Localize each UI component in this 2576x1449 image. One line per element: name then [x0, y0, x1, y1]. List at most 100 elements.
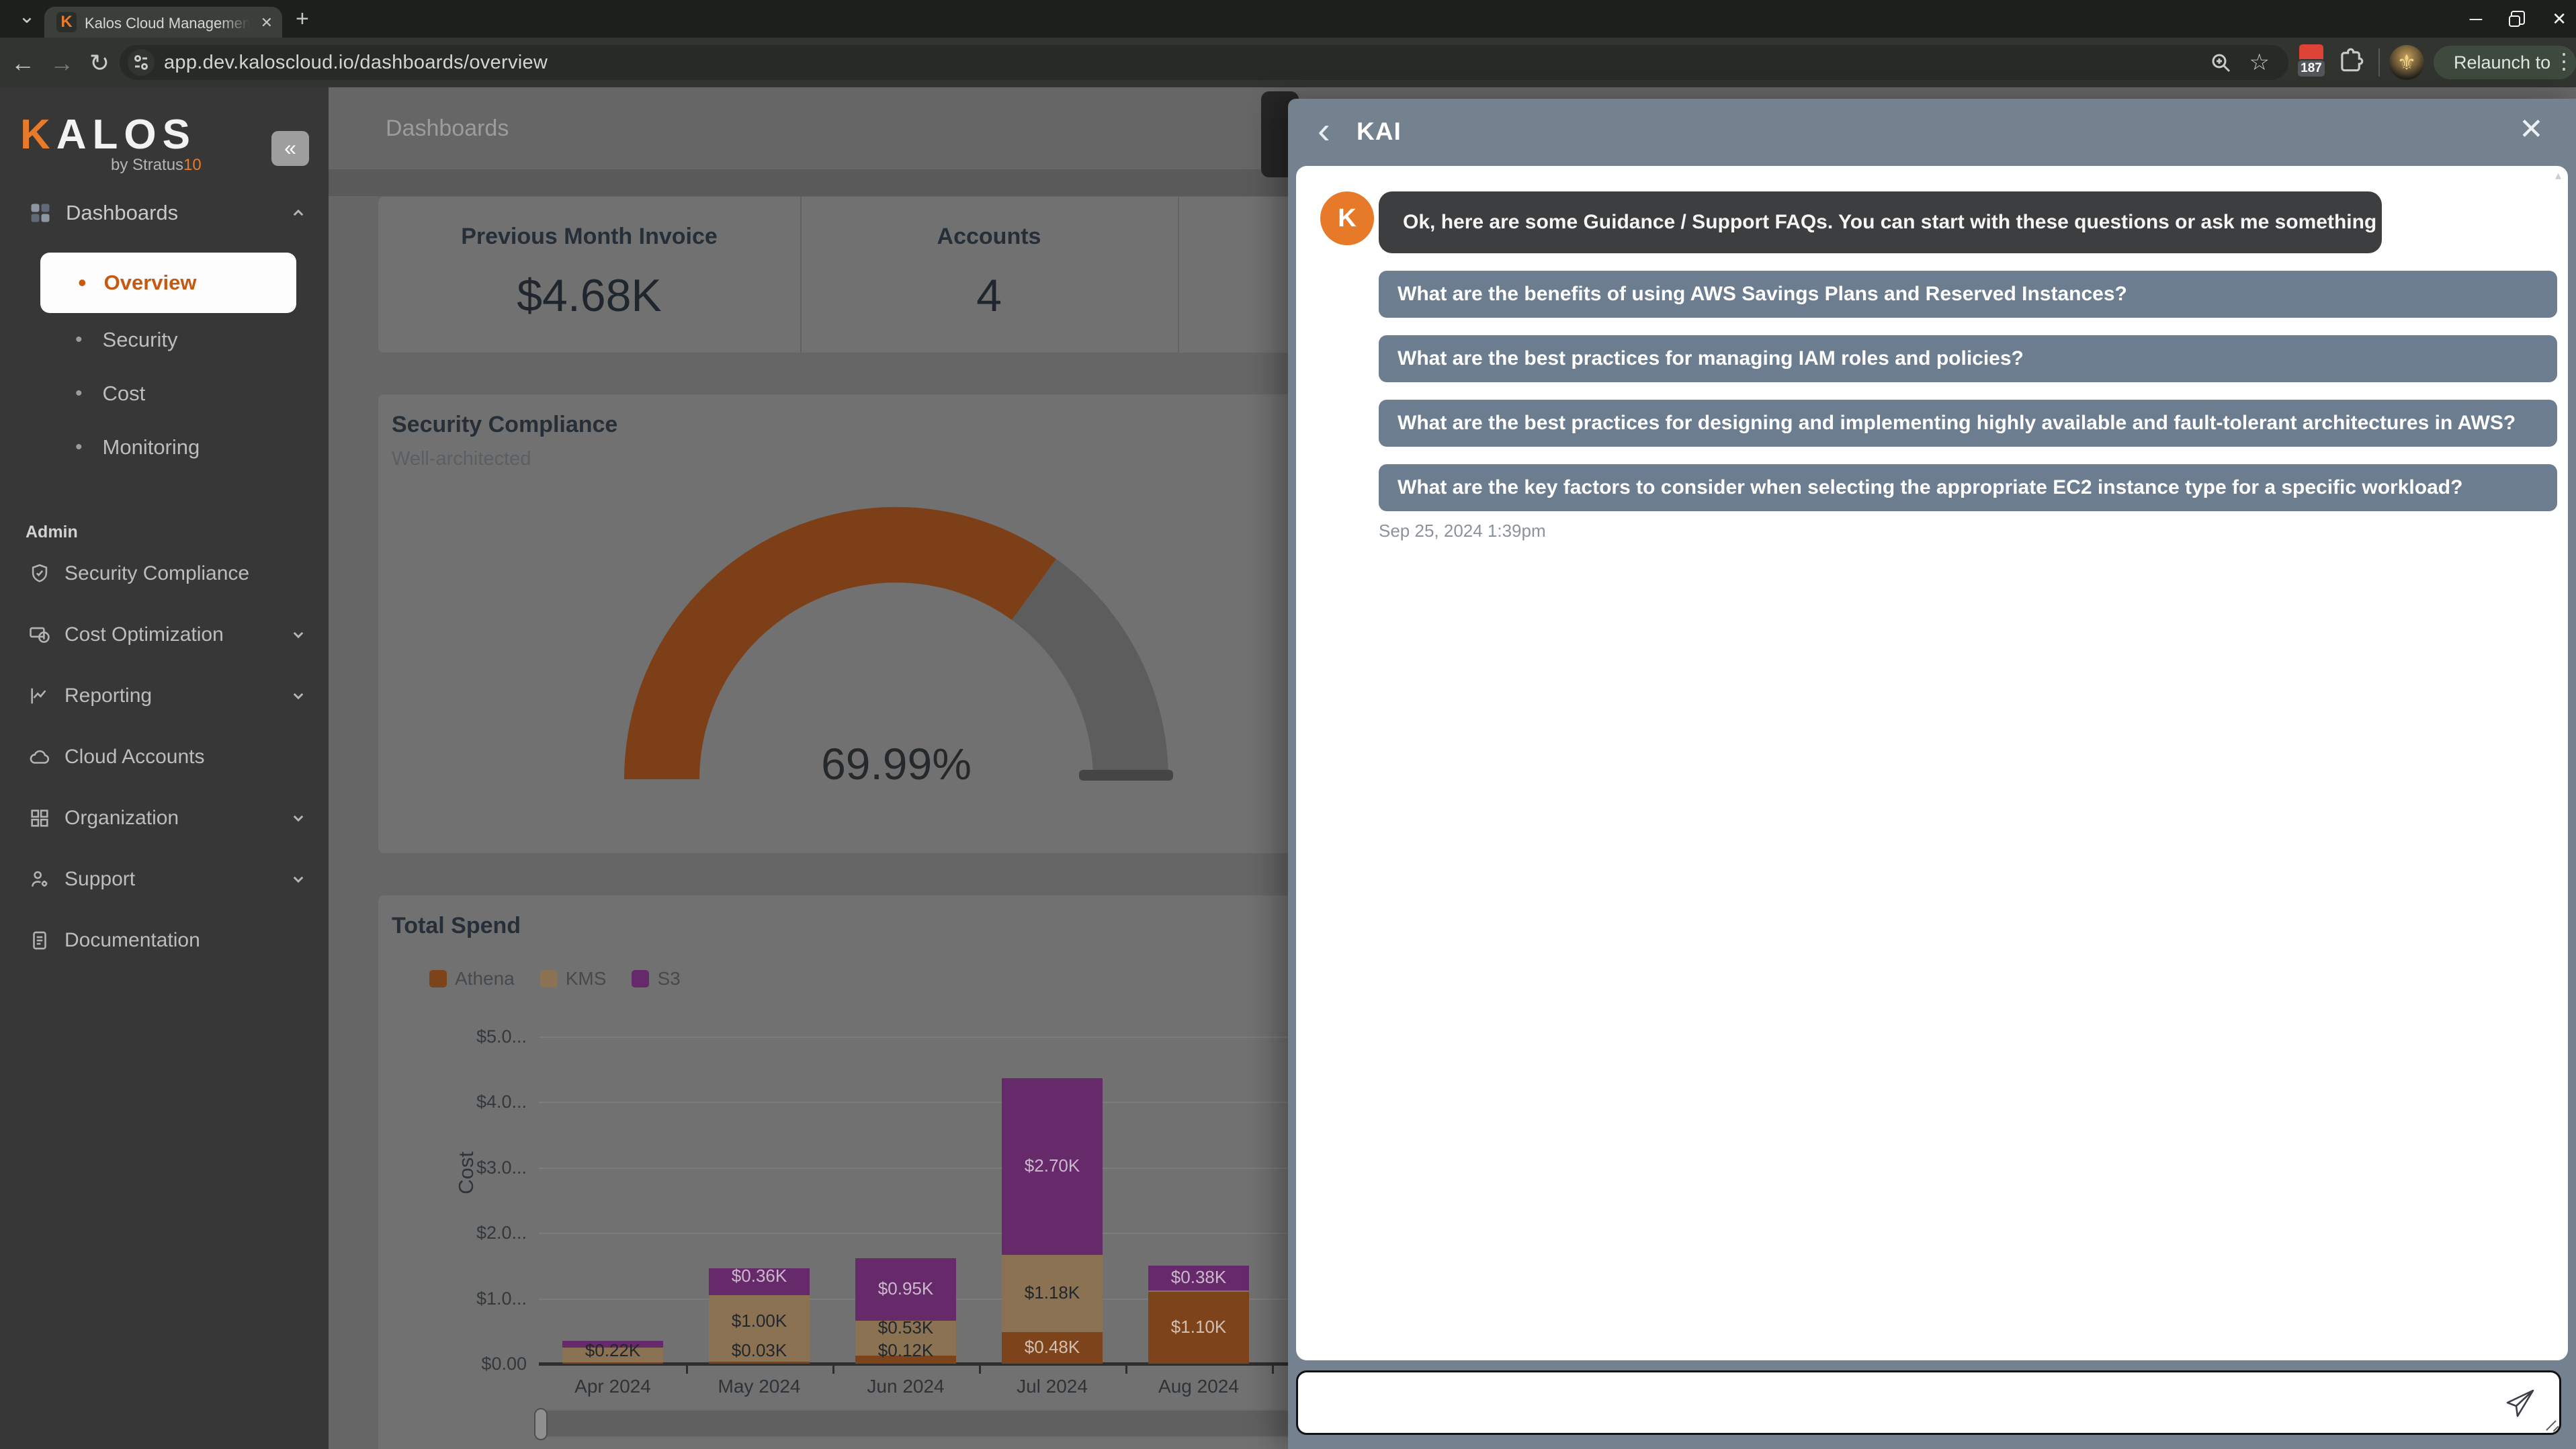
sidebar-item-security[interactable]: • Security: [0, 313, 329, 367]
drawer-back-icon[interactable]: ‹: [1318, 109, 1330, 151]
support-person-icon: [32, 871, 48, 887]
bar-may-2024[interactable]: $0.36K $1.00K $0.03K: [709, 1266, 810, 1364]
sidebar-item-label: Cost: [102, 382, 146, 405]
sidebar-item-support[interactable]: Support: [0, 848, 329, 910]
chat-input[interactable]: [1309, 1379, 2476, 1426]
bar-label: $2.70K: [1024, 1155, 1080, 1176]
bar-apr-2024[interactable]: $0.22K: [562, 1340, 663, 1364]
sidebar-item-label: Documentation: [65, 928, 200, 951]
gauge-title: Security Compliance: [392, 412, 618, 437]
sidebar-item-reporting[interactable]: Reporting: [0, 665, 329, 726]
chart-legend: Athena KMS S3: [429, 968, 681, 990]
y-tick: $0.00: [481, 1354, 527, 1374]
x-tick-label: Aug 2024: [1158, 1376, 1239, 1397]
chevron-down-icon: [293, 815, 304, 822]
chevron-down-icon: [293, 876, 304, 883]
sidebar-item-security-compliance[interactable]: Security Compliance: [0, 543, 329, 604]
scrollbar-up-icon[interactable]: ▴: [2554, 169, 2561, 182]
extensions-puzzle-icon[interactable]: [2337, 47, 2364, 74]
toolbar-divider: [2378, 48, 2380, 77]
shield-check-icon: [32, 564, 48, 582]
assistant-message-bubble: Ok, here are some Guidance / Support FAQ…: [1379, 191, 2382, 253]
reload-icon[interactable]: ↻: [89, 49, 110, 77]
extension-count-badge: 187: [2296, 59, 2326, 78]
forward-icon: →: [50, 49, 74, 77]
sidebar-item-dashboards[interactable]: Dashboards: [0, 189, 329, 236]
sidebar-item-cost[interactable]: • Cost: [0, 367, 329, 421]
back-icon[interactable]: ←: [11, 49, 35, 77]
window-close-icon[interactable]: ✕: [2552, 8, 2567, 29]
legend-swatch-s3: [632, 970, 650, 987]
legend-swatch-kms: [540, 970, 558, 987]
window-restore-icon[interactable]: [2509, 11, 2526, 27]
stat-card-title: Accounts: [937, 224, 1041, 249]
sidebar-item-label: Security: [102, 328, 178, 351]
sidebar-item-overview[interactable]: • Overview: [40, 253, 296, 313]
url-text[interactable]: app.dev.kaloscloud.io/dashboards/overvie…: [164, 52, 548, 73]
bar-label: $0.03K: [731, 1340, 787, 1360]
chart-title: Total Spend: [392, 913, 521, 938]
sidebar-collapse-button[interactable]: «: [271, 131, 309, 166]
window-controls: ─ ✕: [2470, 0, 2567, 38]
sidebar-item-cost-optimization[interactable]: Cost Optimization: [0, 604, 329, 665]
y-tick: $2.0...: [476, 1223, 527, 1243]
bullet-icon: •: [75, 436, 83, 458]
document-icon: [33, 931, 46, 949]
kai-avatar: K: [1320, 191, 1374, 245]
url-bar[interactable]: app.dev.kaloscloud.io/dashboards/overvie…: [120, 45, 2288, 80]
legend-swatch-athena: [429, 970, 447, 987]
gauge-subtitle: Well-architected: [392, 448, 531, 470]
tab-search-icon[interactable]: ⌄: [18, 5, 36, 28]
sidebar-item-cloud-accounts[interactable]: Cloud Accounts: [0, 726, 329, 787]
extension-badge-icon[interactable]: 187: [2296, 44, 2326, 81]
slider-handle[interactable]: [534, 1408, 548, 1440]
bar-label: $0.12K: [877, 1340, 934, 1360]
sidebar-item-label: Cloud Accounts: [65, 745, 205, 768]
new-tab-button[interactable]: +: [296, 6, 309, 32]
drawer-close-icon[interactable]: ✕: [2519, 113, 2544, 146]
bar-jun-2024[interactable]: $0.95K $0.53K $0.12K: [855, 1258, 956, 1364]
bullet-icon: •: [75, 382, 83, 404]
faq-button[interactable]: What are the best practices for designin…: [1379, 400, 2557, 447]
sidebar-item-monitoring[interactable]: • Monitoring: [0, 421, 329, 474]
x-tick-label: Jul 2024: [1017, 1376, 1088, 1397]
window-minimize-icon[interactable]: ─: [2469, 8, 2483, 29]
resize-handle-icon[interactable]: [2552, 1425, 2559, 1432]
faq-button[interactable]: What are the key factors to consider whe…: [1379, 464, 2557, 511]
drawer-header: ‹ KAI ✕: [1288, 99, 2576, 166]
chevron-down-icon: [293, 693, 304, 699]
faq-button[interactable]: What are the best practices for managing…: [1379, 335, 2557, 382]
cost-icon: [30, 627, 50, 643]
tab-close-icon[interactable]: ✕: [260, 14, 273, 31]
send-icon[interactable]: [2503, 1387, 2536, 1424]
kai-chat-drawer: ‹ KAI ✕ ▴ K Ok, here are some Guidance /…: [1288, 99, 2576, 1449]
dashboards-grid-icon: [31, 204, 50, 222]
bar-aug-2024[interactable]: $0.38K $1.10K: [1148, 1266, 1249, 1364]
y-tick: $4.0...: [476, 1092, 527, 1112]
bar-label: $0.22K: [585, 1340, 641, 1360]
sidebar-item-label: Monitoring: [102, 435, 200, 459]
sidebar-item-documentation[interactable]: Documentation: [0, 910, 329, 971]
bar-label: $0.53K: [877, 1317, 934, 1337]
gauge-chart: 69.99%: [624, 507, 1173, 786]
browser-menu-icon[interactable]: ⋮: [2553, 49, 2575, 73]
sidebar-item-organization[interactable]: Organization: [0, 787, 329, 848]
browser-tab[interactable]: K Kalos Cloud Management Platf ✕: [44, 7, 282, 38]
bookmark-star-icon[interactable]: ☆: [2249, 50, 2270, 75]
sidebar-section-admin: Admin: [26, 523, 78, 541]
bar-label: $1.18K: [1024, 1282, 1080, 1303]
kalos-logo: KALOS by Stratus10 «: [0, 111, 329, 181]
sidebar-item-label: Overview: [103, 271, 197, 294]
sidebar: KALOS by Stratus10 « Dashboards • Overvi…: [0, 87, 329, 1449]
gauge-fill-arc: [624, 507, 1056, 779]
zoom-page-icon[interactable]: [2209, 51, 2233, 79]
bar-jul-2024[interactable]: $2.70K $1.18K $0.48K: [1002, 1078, 1103, 1364]
site-info-icon[interactable]: [128, 49, 155, 76]
y-tick: $5.0...: [476, 1026, 527, 1047]
faq-button[interactable]: What are the benefits of using AWS Savin…: [1379, 271, 2557, 318]
profile-avatar[interactable]: ⚜: [2389, 45, 2424, 80]
x-tick-label: Apr 2024: [574, 1376, 651, 1397]
sidebar-item-label: Reporting: [65, 684, 153, 707]
legend-label: KMS: [565, 968, 607, 989]
